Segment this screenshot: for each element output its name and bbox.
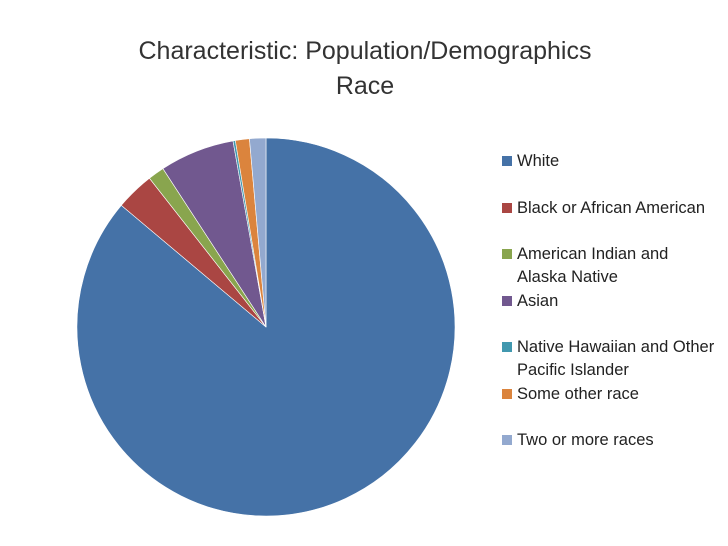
legend-label-asian: Asian <box>517 292 559 310</box>
pie-slice-two-or-more-races <box>249 137 267 328</box>
legend-swatch-asian <box>502 296 512 306</box>
legend-label-american-indian-and-alaska-native: American Indian and Alaska Native <box>517 245 669 286</box>
legend-label-some-other-race: Some other race <box>517 385 639 403</box>
pie-slices <box>76 137 456 517</box>
chart-title-line-2: Race <box>335 72 395 100</box>
legend-entry-black-or-african-american: Black or African American <box>502 197 717 220</box>
legend-entry-two-or-more-races: Two or more races <box>502 429 717 452</box>
legend-entry-american-indian-and-alaska-native: American Indian and Alaska Native <box>502 243 717 289</box>
legend-entry-white: White <box>502 150 717 173</box>
legend-entry-native-hawaiian-and-other-pacific-islander: Native Hawaiian and Other Pacific Island… <box>502 336 717 382</box>
legend-label-two-or-more-races: Two or more races <box>517 431 654 449</box>
legend-label-native-hawaiian-and-other-pacific-islander: Native Hawaiian and Other Pacific Island… <box>517 338 715 379</box>
legend-label-white: White <box>517 152 560 170</box>
legend-entry-some-other-race: Some other race <box>502 383 717 406</box>
legend-swatch-two-or-more-races <box>502 435 512 445</box>
legend-entry-asian: Asian <box>502 290 717 313</box>
legend-swatch-white <box>502 156 512 166</box>
chart-title: Characteristic: Population/Demographics … <box>60 34 670 104</box>
legend-swatch-some-other-race <box>502 389 512 399</box>
legend-swatch-native-hawaiian-and-other-pacific-islander <box>502 342 512 352</box>
legend-label-black-or-african-american: Black or African American <box>517 199 705 217</box>
chart-title-line-1: Characteristic: Population/Demographics <box>138 37 592 65</box>
legend-swatch-american-indian-and-alaska-native <box>502 249 512 259</box>
legend-swatch-black-or-african-american <box>502 203 512 213</box>
